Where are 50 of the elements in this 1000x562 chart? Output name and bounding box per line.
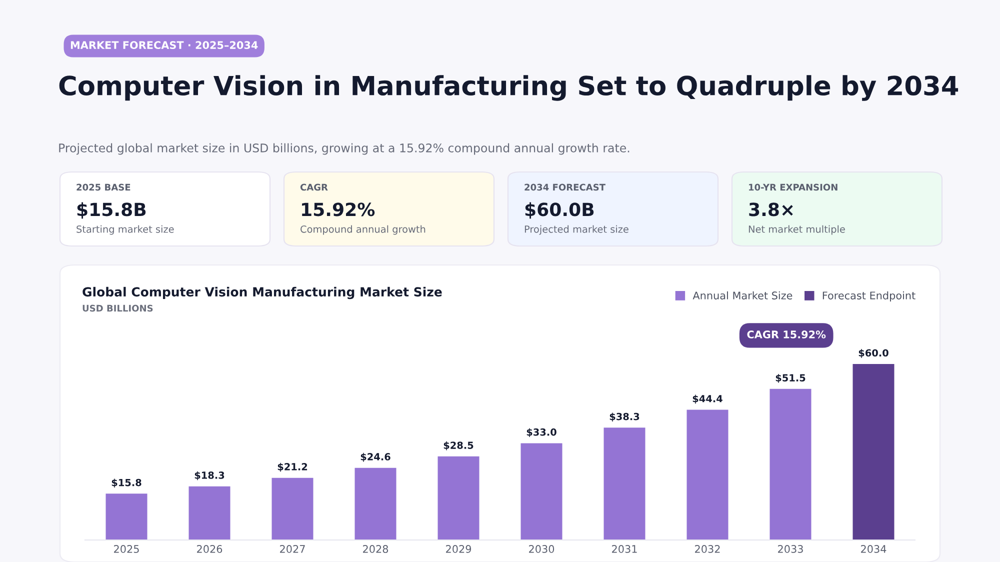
text: Starting market size [76, 225, 174, 235]
bar [272, 478, 314, 540]
text: 10-YR EXPANSION [749, 184, 838, 191]
data-label: $38.3 [610, 412, 640, 422]
text: Compound annual growth [300, 225, 426, 235]
x-tick-label: 2033 [778, 545, 803, 553]
data-label: $21.2 [278, 462, 308, 472]
bar [438, 456, 480, 540]
legend-label: Annual Market Size [692, 291, 792, 300]
text: 15.92% [302, 202, 375, 216]
bar [188, 486, 230, 540]
x-tick-label: 2028 [363, 545, 388, 553]
x-tick-label: 2032 [695, 545, 720, 553]
text: Global Computer Vision Manufacturing Market Size [82, 286, 442, 300]
x-tick-label: 2034 [861, 545, 886, 553]
bar [354, 468, 396, 540]
text: CAGR 15.92% [747, 330, 826, 338]
data-label: $15.8 [112, 478, 142, 488]
text: Projected market size [524, 225, 628, 235]
text: USD BILLIONS [82, 304, 153, 312]
bar [520, 443, 562, 540]
bar [852, 364, 894, 540]
data-label: $18.3 [194, 471, 224, 480]
bar [604, 428, 646, 540]
text: 2034 FORECAST [524, 184, 606, 191]
text: Net market multiple [748, 225, 845, 235]
x-tick-label: 2030 [529, 545, 554, 553]
x-tick-label: 2029 [446, 545, 472, 553]
data-label: $51.5 [776, 374, 806, 383]
x-tick-label: 2027 [280, 545, 305, 553]
bar [686, 410, 728, 540]
text: 3.8× [749, 202, 793, 216]
text: MARKET FORECAST · 2025–2034 [70, 41, 258, 50]
data-label: $44.4 [692, 394, 722, 404]
data-label: $60.0 [858, 349, 888, 358]
legend-label: Forecast Endpoint [822, 291, 916, 302]
bar [106, 494, 148, 540]
chart-title: Computer Vision in Manufacturing Set to Quadruple by 2034 [59, 75, 958, 101]
data-label: $33.0 [526, 428, 556, 438]
x-tick-label: 2031 [612, 545, 637, 553]
x-tick-label: 2025 [114, 545, 139, 553]
text: $60.0B [525, 202, 594, 219]
x-tick-label: 2026 [197, 545, 222, 553]
text: 2025 BASE [76, 184, 130, 191]
chart-subtitle: Projected global market size in USD billions, growing at a 15.92% compound annual growth rate. [59, 143, 630, 155]
text: $15.8B [77, 202, 146, 219]
data-label: $24.6 [360, 452, 390, 462]
data-label: $28.5 [444, 441, 474, 450]
bar [770, 388, 812, 540]
text: CAGR [300, 184, 328, 191]
